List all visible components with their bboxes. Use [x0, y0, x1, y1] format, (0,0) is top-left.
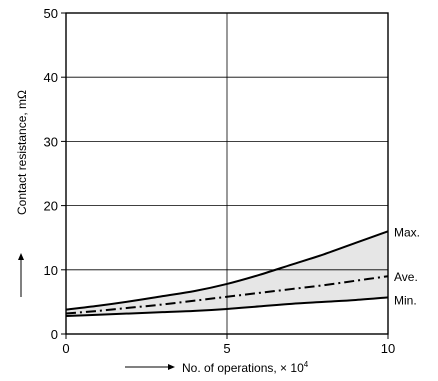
series-label-ave: Ave. [394, 270, 418, 284]
y-tick-label-50: 50 [44, 6, 58, 21]
series-label-layer: Max. Ave. Min. [394, 225, 420, 307]
y-tick-label-20: 20 [44, 199, 58, 214]
series-layer [65, 230, 389, 318]
grid-layer [66, 13, 388, 334]
y-tick-label-10: 10 [44, 263, 58, 278]
series-line-min [65, 296, 389, 318]
series-label-max: Max. [394, 225, 420, 239]
x-axis-label: No. of operations, × 104 [182, 360, 309, 375]
x-axis-label-exponent: 4 [304, 360, 309, 369]
y-axis-label: Contact resistance, mΩ [15, 90, 29, 215]
x-axis-label-text: No. of operations, × 10 [182, 361, 304, 375]
x-axis-arrow-head [168, 364, 175, 370]
tick-layer: 0 10 20 30 40 50 0 5 10 [44, 6, 396, 356]
x-tick-label-10: 10 [381, 341, 395, 356]
y-tick-label-30: 30 [44, 134, 58, 149]
series-line-max [65, 230, 389, 311]
series-line-ave [65, 275, 389, 315]
x-tick-label-5: 5 [223, 341, 230, 356]
range-band [66, 231, 388, 317]
series-label-min: Min. [394, 293, 417, 307]
x-tick-label-0: 0 [62, 341, 69, 356]
band-layer [66, 231, 388, 317]
y-tick-label-40: 40 [44, 70, 58, 85]
y-axis-arrow-head [18, 253, 24, 260]
y-tick-label-0: 0 [51, 327, 58, 342]
